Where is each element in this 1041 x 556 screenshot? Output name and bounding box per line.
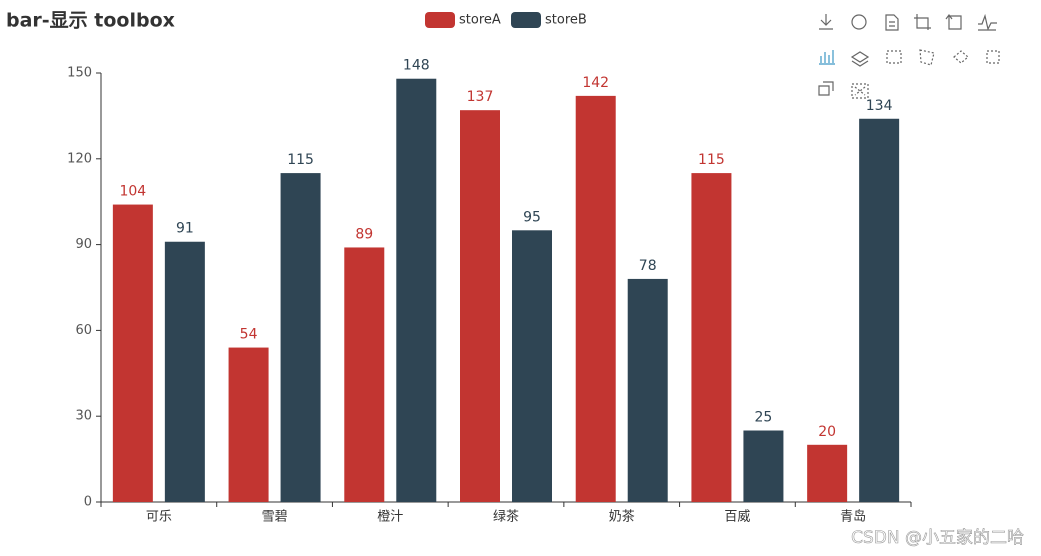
data-label: 25	[755, 410, 773, 426]
x-tick-label: 可乐	[146, 510, 172, 525]
toolbox-icons[interactable]	[818, 13, 1000, 99]
legend-label: storeB	[545, 13, 587, 28]
x-tick-label: 绿茶	[493, 509, 519, 525]
data-label: 104	[119, 184, 146, 200]
bar	[396, 78, 437, 502]
x-tick-label: 青岛	[840, 509, 866, 525]
bar	[743, 430, 784, 502]
legend-label: storeA	[459, 13, 501, 28]
data-label: 20	[818, 424, 836, 440]
bar	[228, 347, 269, 502]
watermark: CSDN @小五家的二哈	[851, 528, 1024, 548]
data-label: 148	[403, 58, 430, 74]
bar	[512, 230, 552, 503]
y-tick-label: 0	[84, 495, 92, 510]
bar	[627, 278, 668, 502]
data-label: 54	[240, 327, 258, 343]
x-tick-label: 雪碧	[262, 510, 288, 525]
bar	[807, 444, 848, 502]
data-label: 115	[287, 152, 314, 168]
x-tick-label: 橙汁	[377, 510, 403, 525]
bar	[460, 110, 500, 503]
data-label: 89	[355, 226, 373, 242]
data-label: 137	[467, 89, 494, 105]
data-label: 115	[698, 152, 725, 168]
bar	[575, 95, 616, 502]
toolbox	[818, 13, 1000, 99]
chart-title: bar-显示 toolbox	[6, 10, 175, 32]
bar	[691, 173, 732, 502]
legend-swatch	[511, 12, 541, 28]
bar	[280, 173, 321, 502]
bar	[112, 204, 153, 502]
data-label: 95	[523, 209, 541, 225]
x-tick-label: 百威	[724, 510, 750, 525]
y-tick-label: 30	[75, 409, 92, 424]
data-label: 142	[582, 75, 609, 91]
data-label: 134	[866, 98, 893, 114]
bar	[164, 241, 205, 503]
data-label: 78	[639, 258, 657, 274]
x-tick-label: 奶茶	[609, 509, 635, 525]
y-tick-label: 90	[75, 237, 92, 252]
y-tick-label: 60	[75, 323, 92, 338]
data-label: 91	[176, 221, 194, 237]
bar	[344, 247, 385, 502]
legend-swatch	[425, 12, 455, 28]
y-tick-label: 120	[67, 151, 92, 166]
y-tick-label: 150	[67, 66, 92, 81]
bar	[859, 118, 900, 502]
